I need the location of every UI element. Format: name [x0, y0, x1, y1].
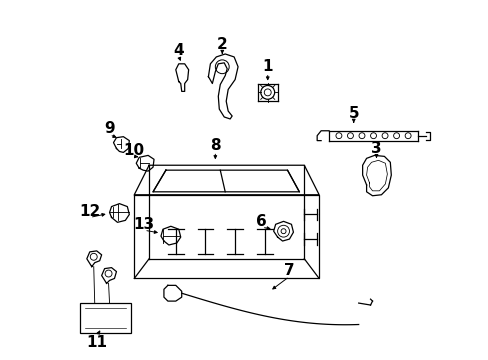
- Text: 4: 4: [173, 42, 183, 58]
- Text: 6: 6: [256, 214, 266, 229]
- Text: 13: 13: [133, 217, 154, 232]
- Text: 5: 5: [348, 105, 358, 121]
- Text: 2: 2: [217, 37, 227, 51]
- Text: 3: 3: [370, 141, 381, 156]
- Text: 10: 10: [123, 143, 144, 158]
- Text: 7: 7: [284, 263, 294, 278]
- Bar: [80, 303, 131, 333]
- Text: 9: 9: [104, 121, 115, 136]
- Text: 1: 1: [262, 59, 272, 74]
- Text: 12: 12: [79, 204, 100, 219]
- Text: 8: 8: [209, 138, 220, 153]
- Text: 11: 11: [86, 335, 107, 350]
